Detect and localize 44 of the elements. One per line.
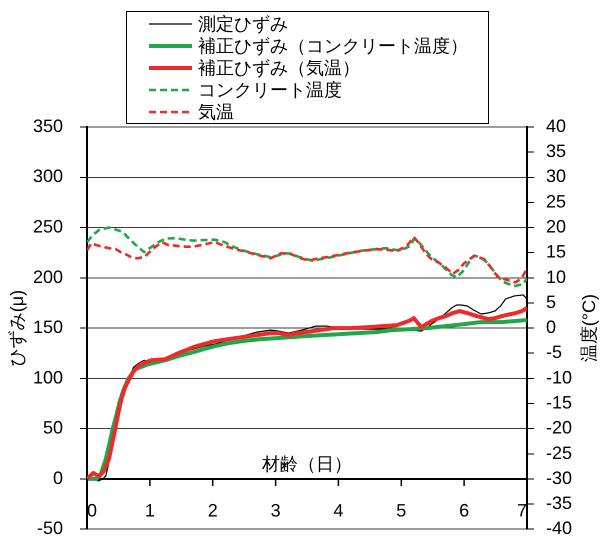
y2-tick-label: 0 [546,317,556,338]
y-tick-label: 300 [32,166,63,186]
x-tick-label: 6 [459,500,470,521]
y-tick-label: 350 [32,116,63,136]
x-tick-label: 3 [270,500,281,521]
y2-tick-label: 30 [546,166,566,186]
y2-tick-label: -30 [546,468,572,488]
y2-tick-label: 35 [546,141,566,162]
y2-tick-label: 10 [546,266,566,287]
y-tick-label: 200 [32,266,63,287]
y2-tick-label: -15 [546,392,572,412]
legend-label: コンクリート温度 [198,80,342,100]
legend-label: 測定ひずみ [198,14,288,34]
legend-label: 補正ひずみ（気温） [198,58,360,78]
y-tick-label: 250 [32,216,63,237]
y2-tick-label: -20 [546,418,572,438]
x-tick-label: 1 [144,500,155,521]
x-tick-label: 5 [396,500,406,521]
y2-tick-label: 15 [546,242,566,262]
y-tick-label: 0 [52,468,63,488]
y2-tick-label: -10 [546,367,572,388]
legend-label: 気温 [198,102,234,122]
y2-tick-label: 5 [546,292,556,312]
x-tick-label: 0 [87,500,98,521]
y2-tick-label: 40 [546,116,566,136]
y-axis-title: ひずみ(μ) [6,290,27,366]
x-tick-label: 7 [516,500,527,521]
legend-label: 補正ひずみ（コンクリート温度） [198,36,468,56]
x-axis-title: 材齢（日） [261,454,352,474]
y2-axis-title: 温度(°C) [578,294,599,362]
x-tick-label: 2 [208,500,218,521]
line-series [87,226,527,288]
y2-tick-label: -40 [546,518,572,538]
y-tick-label: 100 [32,367,63,388]
y-tick-label: 150 [32,317,63,338]
y-tick-label: 50 [42,418,63,438]
y2-tick-label: 20 [546,216,566,237]
x-tick-label: 4 [333,500,344,521]
y-tick-label: -50 [36,518,63,538]
y2-tick-label: -5 [546,342,562,362]
y2-tick-label: -35 [546,493,572,514]
y2-tick-label: -25 [546,442,572,463]
y2-tick-label: 25 [546,191,566,212]
line-series [87,236,527,284]
